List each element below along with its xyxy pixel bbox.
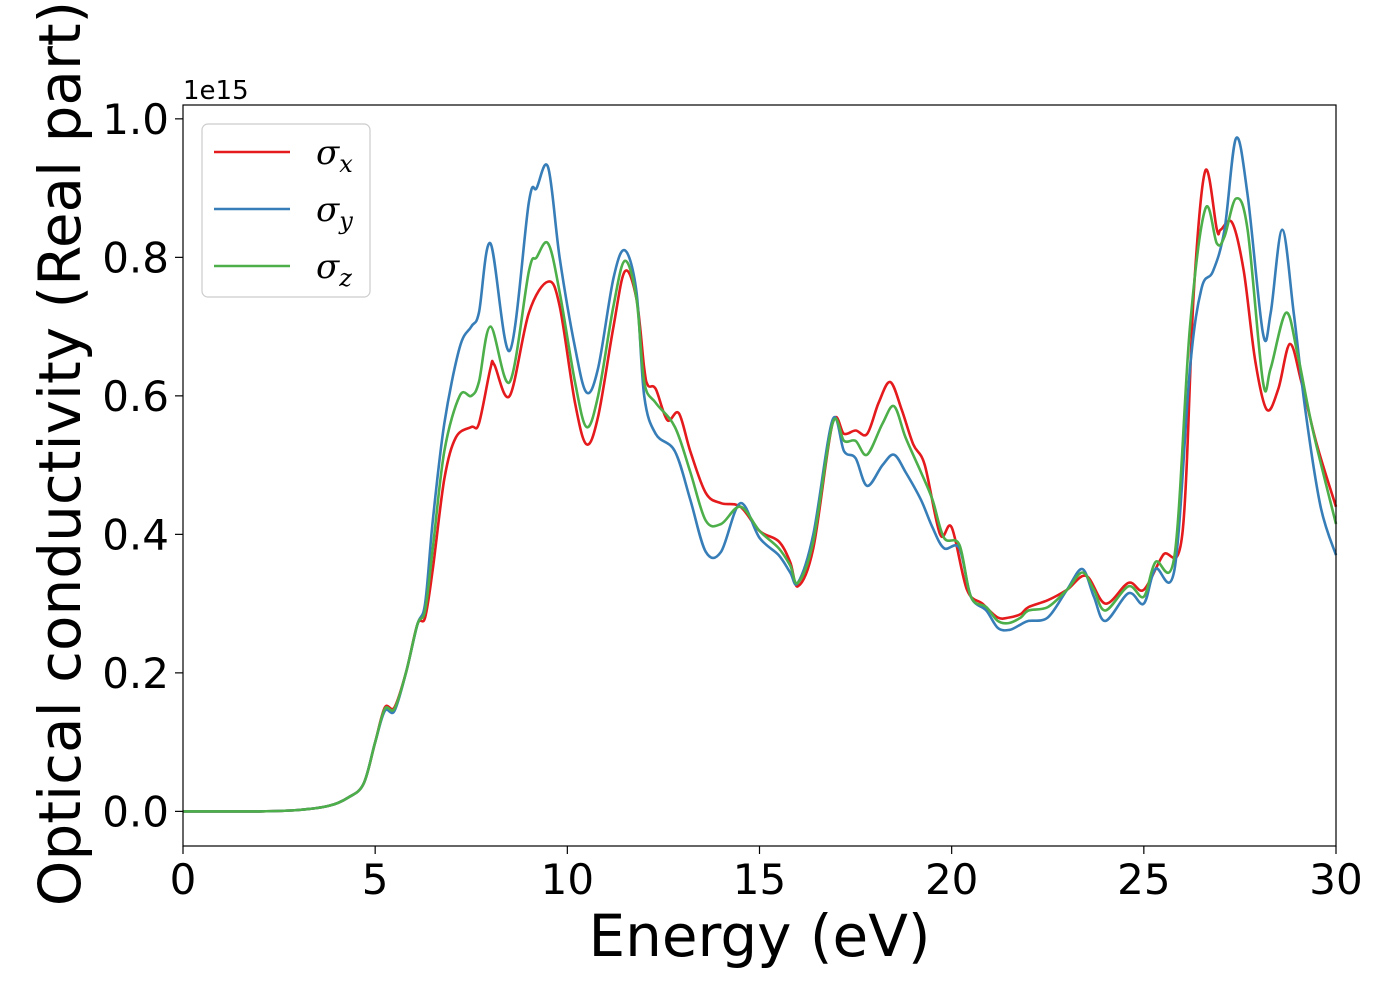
x-tick-label: 5 bbox=[362, 855, 389, 904]
y-offset-label: 1e15 bbox=[183, 76, 249, 106]
legend-item-y: σy bbox=[214, 190, 353, 235]
y-axis-ticks: 0.0 0.2 0.4 0.6 0.8 1.0 bbox=[102, 95, 183, 836]
y-tick-label: 0.0 bbox=[102, 787, 169, 836]
legend-item-z: σz bbox=[214, 247, 352, 292]
x-axis-ticks: 0 5 10 15 20 25 30 bbox=[170, 846, 1363, 904]
x-tick-label: 15 bbox=[733, 855, 786, 904]
legend: σx σy σz bbox=[201, 123, 371, 298]
legend-item-x: σx bbox=[214, 133, 353, 178]
legend-label: σy bbox=[316, 190, 353, 235]
y-tick-label: 0.2 bbox=[102, 649, 169, 698]
series-line-z bbox=[182, 196, 1338, 813]
y-tick-label: 0.8 bbox=[102, 233, 169, 282]
legend-box bbox=[201, 123, 371, 298]
x-tick-label: 0 bbox=[170, 855, 197, 904]
legend-label: σz bbox=[316, 247, 352, 292]
x-tick-label: 25 bbox=[1117, 855, 1170, 904]
y-tick-label: 1.0 bbox=[102, 95, 169, 144]
x-tick-label: 10 bbox=[541, 855, 594, 904]
x-axis-label: Energy (eV) bbox=[588, 902, 930, 970]
x-tick-label: 20 bbox=[925, 855, 978, 904]
x-tick-label: 30 bbox=[1309, 855, 1362, 904]
y-tick-label: 0.6 bbox=[102, 372, 169, 421]
y-tick-label: 0.4 bbox=[102, 510, 169, 559]
y-axis-label: Optical conductivity (Real part) bbox=[26, 1, 94, 906]
series-layer bbox=[182, 136, 1338, 813]
legend-label: σx bbox=[316, 133, 353, 178]
series-line-y bbox=[182, 136, 1338, 813]
